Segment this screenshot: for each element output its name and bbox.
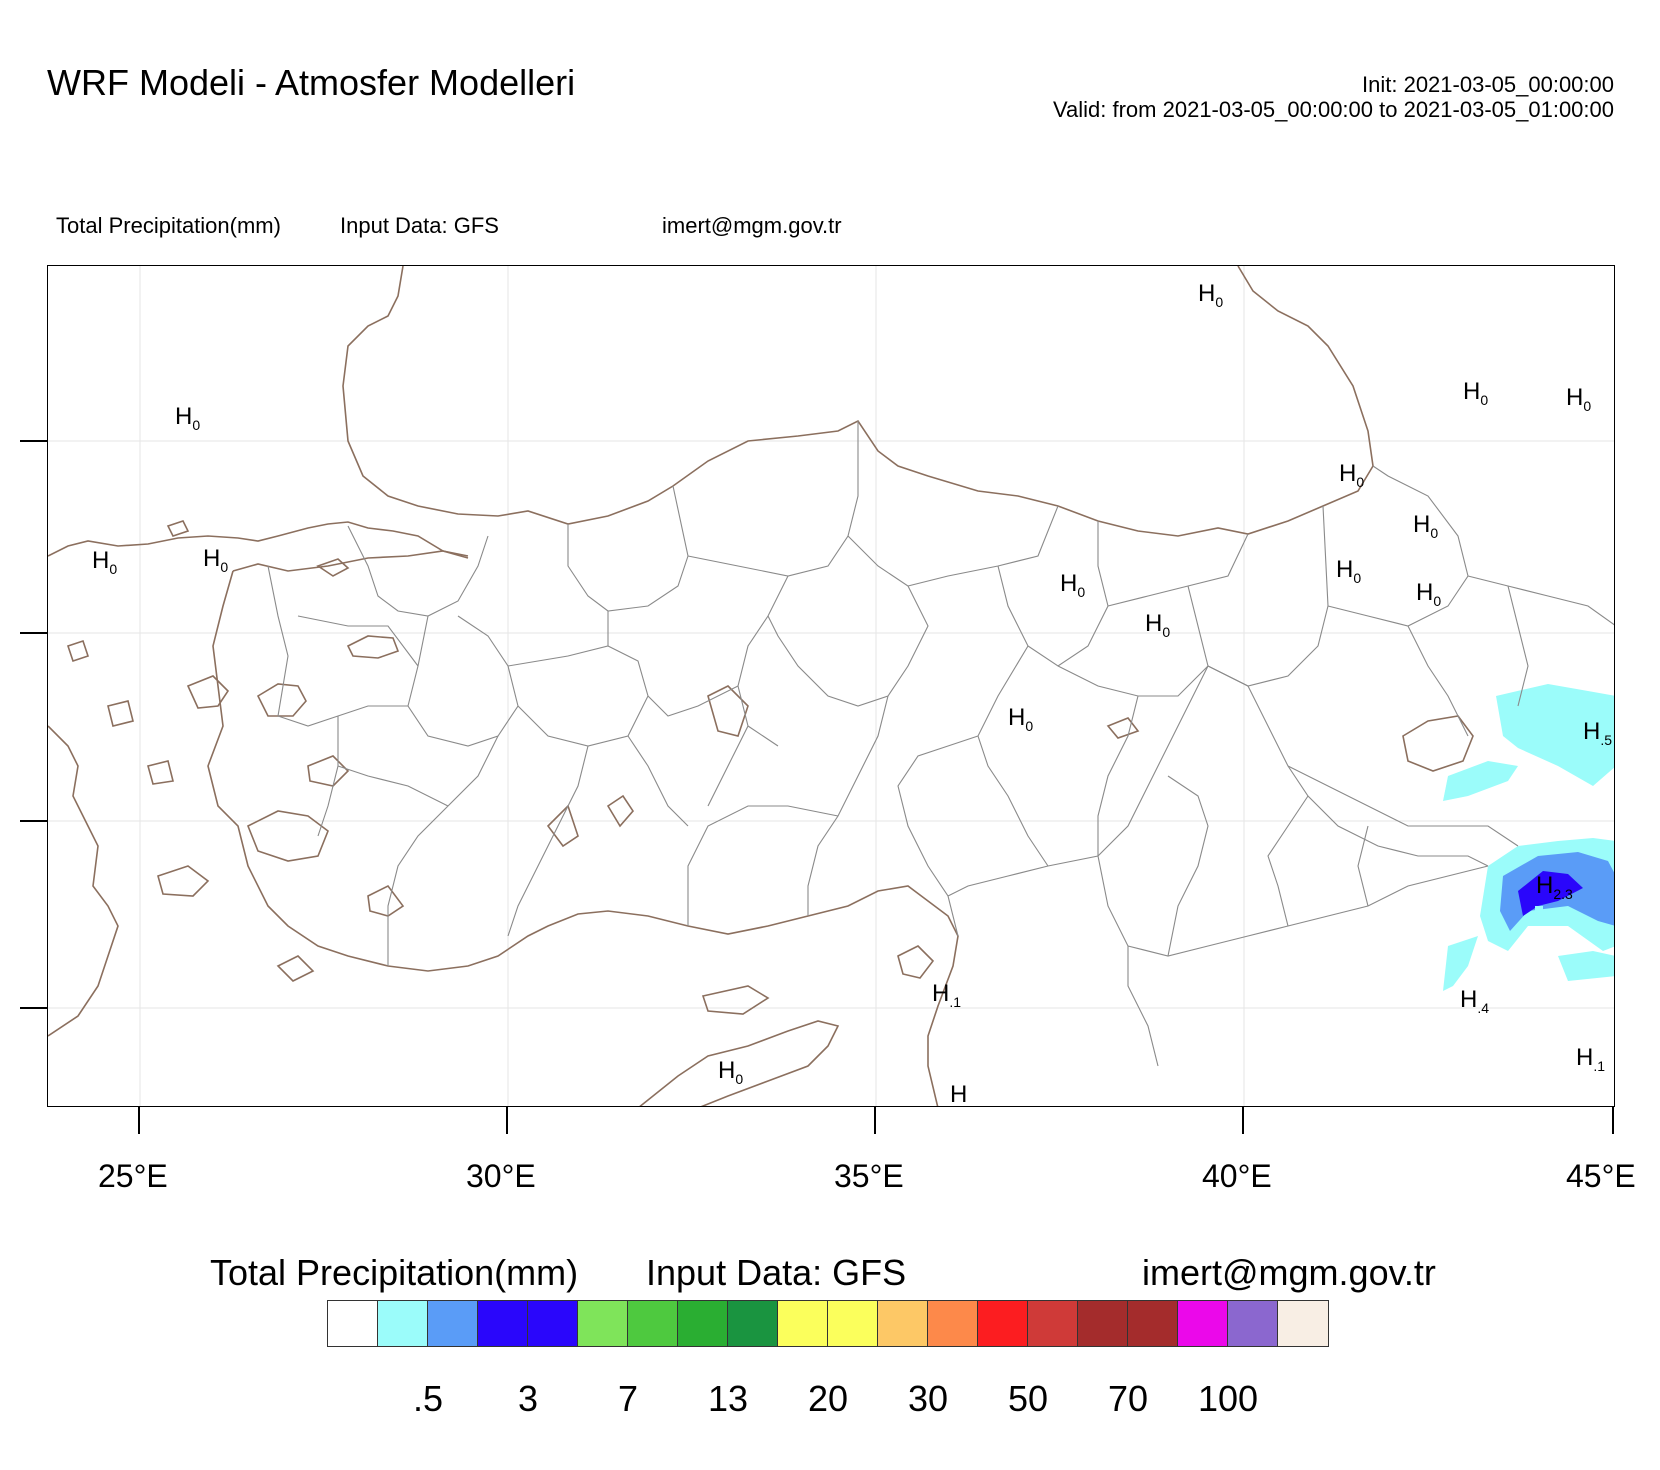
high-marker: H0 — [1060, 570, 1086, 600]
high-marker: H.1 — [1576, 1044, 1606, 1074]
colorbar-label: 50 — [1007, 1378, 1049, 1419]
colorbar-swatch — [878, 1301, 928, 1346]
colorbar-swatch — [928, 1301, 978, 1346]
colorbar-swatch — [1028, 1301, 1078, 1346]
high-marker: H2.3 — [1536, 872, 1573, 902]
colorbar-swatch — [428, 1301, 478, 1346]
colorbar-swatch — [828, 1301, 878, 1346]
colorbar-swatch — [528, 1301, 578, 1346]
colorbar-label: 70 — [1107, 1378, 1149, 1419]
colorbar-swatch — [778, 1301, 828, 1346]
valid-time: Valid: from 2021-03-05_00:00:00 to 2021-… — [1052, 97, 1614, 122]
lon-label-35: 35°E — [834, 1158, 904, 1194]
high-marker: H0 — [1416, 579, 1442, 609]
map-canvas — [48, 266, 1614, 1106]
high-marker: H. — [950, 1081, 972, 1107]
subtitle-email: imert@mgm.gov.tr — [662, 213, 842, 238]
colorbar-swatch — [478, 1301, 528, 1346]
colorbar-label: 100 — [1197, 1378, 1259, 1419]
lon-label-30: 30°E — [466, 1158, 536, 1194]
colorbar-swatch — [978, 1301, 1028, 1346]
lon-tick — [874, 1107, 876, 1134]
map-title: WRF Modeli - Atmosfer Modelleri — [47, 62, 576, 103]
colorbar-swatch — [378, 1301, 428, 1346]
high-marker: H0 — [1145, 610, 1171, 640]
colorbar-swatch — [1178, 1301, 1228, 1346]
colorbar-title-email: imert@mgm.gov.tr — [1142, 1252, 1436, 1293]
colorbar-swatch — [678, 1301, 728, 1346]
subtitle-variable: Total Precipitation(mm) — [56, 213, 281, 238]
subtitle-input: Input Data: GFS — [340, 213, 499, 238]
colorbar — [327, 1300, 1329, 1347]
graticule — [48, 266, 1614, 1106]
lon-tick — [138, 1107, 140, 1134]
colorbar-label: 30 — [907, 1378, 949, 1419]
coastlines — [48, 266, 1474, 1106]
colorbar-label: 7 — [617, 1378, 639, 1419]
lon-label-25: 25°E — [98, 1158, 168, 1194]
colorbar-swatch — [1278, 1301, 1328, 1346]
precipitation-shading — [1443, 684, 1614, 991]
high-marker: H0 — [1198, 280, 1224, 310]
colorbar-swatch — [328, 1301, 378, 1346]
colorbar-label: 20 — [807, 1378, 849, 1419]
high-marker: H0 — [1413, 511, 1439, 541]
map-panel[interactable]: H0 H0 H0 H0 H0 H0 H0 H0 H0 H0 H0 H0 H0 H… — [47, 265, 1615, 1107]
province-borders — [267, 421, 1614, 1067]
high-marker: H0 — [203, 545, 229, 575]
colorbar-swatch — [728, 1301, 778, 1346]
lon-label-40: 40°E — [1202, 1158, 1272, 1194]
lat-tick — [20, 1007, 47, 1009]
high-marker: H0 — [92, 547, 118, 577]
high-marker: H0 — [1336, 556, 1362, 586]
lat-tick — [20, 632, 47, 634]
colorbar-title-variable: Total Precipitation(mm) — [210, 1252, 579, 1293]
high-marker: H0 — [1008, 704, 1034, 734]
high-marker: H0 — [1566, 384, 1592, 414]
high-marker: H.4 — [1460, 986, 1490, 1016]
high-marker: H.1 — [932, 980, 962, 1010]
colorbar-label: 3 — [517, 1378, 539, 1419]
colorbar-label: .5 — [412, 1378, 444, 1419]
high-marker: H0 — [718, 1057, 744, 1087]
high-marker: H.5 — [1583, 718, 1613, 748]
colorbar-swatch — [1128, 1301, 1178, 1346]
lat-tick — [20, 440, 47, 442]
colorbar-swatch — [628, 1301, 678, 1346]
high-marker: H0 — [1463, 378, 1489, 408]
lon-tick — [1242, 1107, 1244, 1134]
high-marker: H0 — [1339, 460, 1365, 490]
init-time: Init: 2021-03-05_00:00:00 — [1362, 72, 1614, 97]
high-marker: H0 — [175, 403, 201, 433]
colorbar-swatch — [1228, 1301, 1278, 1346]
lon-tick — [1612, 1107, 1614, 1134]
colorbar-swatch — [1078, 1301, 1128, 1346]
lon-tick — [506, 1107, 508, 1134]
colorbar-title-input: Input Data: GFS — [646, 1252, 907, 1293]
lat-tick — [20, 820, 47, 822]
lon-label-45: 45°E — [1566, 1158, 1636, 1194]
colorbar-label: 13 — [707, 1378, 749, 1419]
colorbar-swatch — [578, 1301, 628, 1346]
